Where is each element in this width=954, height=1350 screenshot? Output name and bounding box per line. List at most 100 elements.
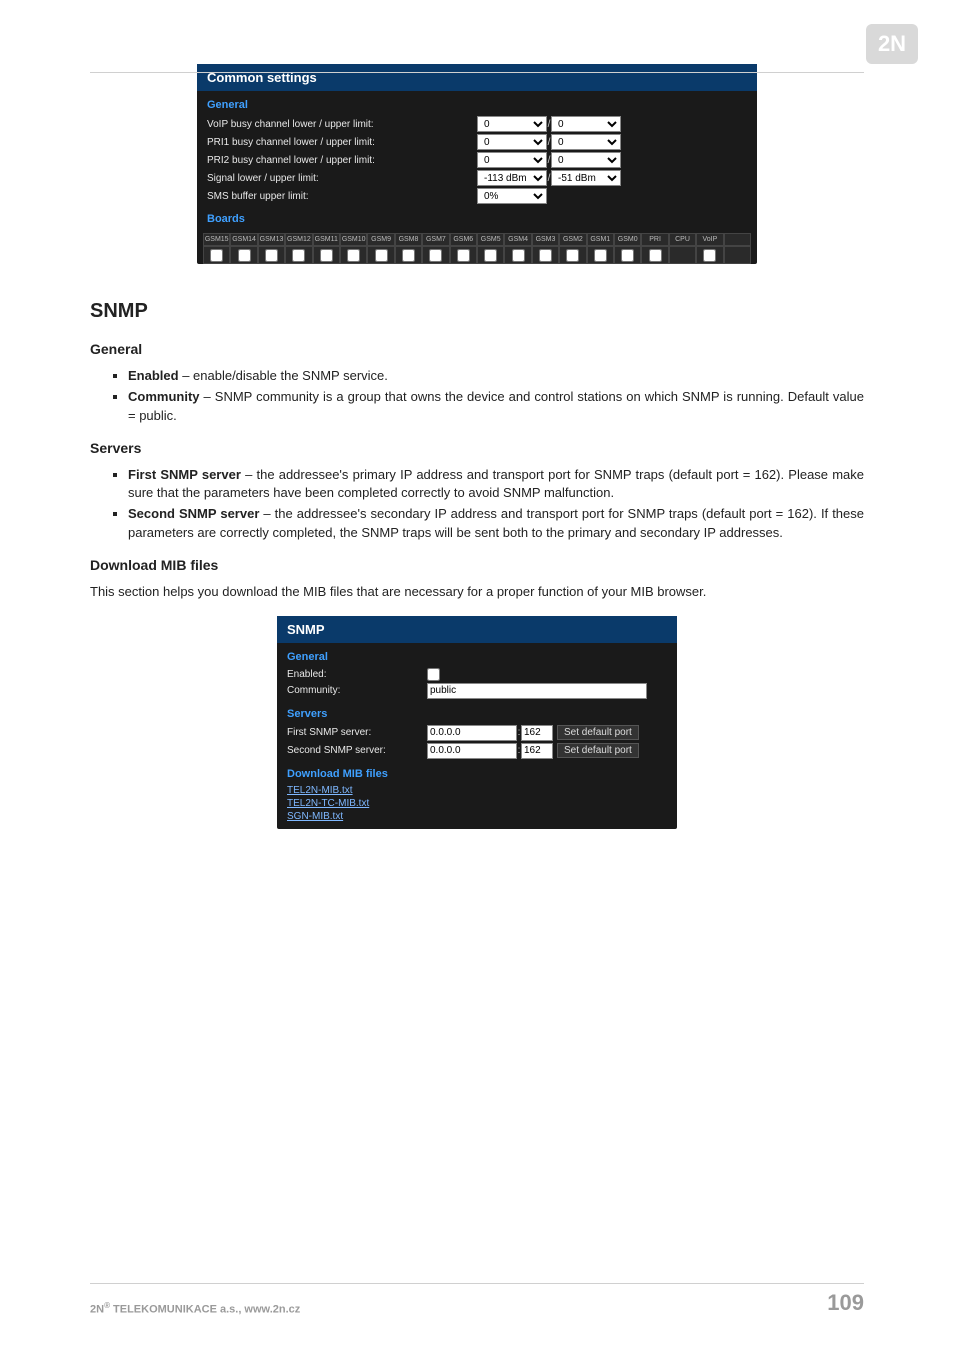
board-header: GSM1 — [587, 233, 614, 246]
snmp-panel-title: SNMP — [277, 616, 677, 643]
signal-high-select[interactable]: -51 dBm — [551, 170, 621, 186]
board-header: GSM6 — [450, 233, 477, 246]
voip-high-select[interactable]: 0 — [551, 116, 621, 132]
page-number: 109 — [827, 1290, 864, 1316]
board-cell — [258, 246, 285, 264]
board-checkbox[interactable] — [347, 249, 360, 262]
board-checkbox[interactable] — [512, 249, 525, 262]
row-pri1: PRI1 busy channel lower / upper limit: 0… — [197, 133, 757, 151]
pri1-label: PRI1 busy channel lower / upper limit: — [207, 137, 477, 148]
board-checkbox[interactable] — [539, 249, 552, 262]
board-checkbox[interactable] — [292, 249, 305, 262]
board-cell — [559, 246, 586, 264]
panel-title: Common settings — [197, 64, 757, 91]
servers-heading: Servers — [90, 440, 864, 456]
board-header: GSM3 — [532, 233, 559, 246]
board-cell — [587, 246, 614, 264]
servers-list: First SNMP server – the addressee's prim… — [90, 466, 864, 543]
board-header: GSM12 — [285, 233, 312, 246]
board-checkbox[interactable] — [375, 249, 388, 262]
list-item: First SNMP server – the addressee's prim… — [128, 466, 864, 504]
board-cell — [340, 246, 367, 264]
second-server-label: Second SNMP server: — [287, 745, 427, 756]
list-item: Community – SNMP community is a group th… — [128, 388, 864, 426]
snmp-section-servers: Servers — [277, 700, 677, 724]
board-cell — [367, 246, 394, 264]
board-cell — [504, 246, 531, 264]
board-cell — [313, 246, 340, 264]
list-item-term: Second SNMP server — [128, 506, 259, 521]
pri1-low-select[interactable]: 0 — [477, 134, 547, 150]
pri1-high-select[interactable]: 0 — [551, 134, 621, 150]
board-header: GSM10 — [340, 233, 367, 246]
second-set-default-port-button[interactable]: Set default port — [557, 743, 639, 758]
board-cell — [450, 246, 477, 264]
row-signal: Signal lower / upper limit: -113 dBm / -… — [197, 169, 757, 187]
board-checkbox[interactable] — [402, 249, 415, 262]
first-set-default-port-button[interactable]: Set default port — [557, 725, 639, 740]
second-server-ip-input[interactable] — [427, 743, 517, 759]
board-cell — [477, 246, 504, 264]
board-cell — [669, 246, 696, 264]
board-cell — [230, 246, 257, 264]
board-checkbox[interactable] — [320, 249, 333, 262]
snmp-enabled-label: Enabled: — [287, 669, 427, 680]
snmp-row-first: First SNMP server: : Set default port — [277, 724, 677, 742]
second-server-port-input[interactable] — [521, 743, 553, 759]
pri2-high-select[interactable]: 0 — [551, 152, 621, 168]
board-header: GSM0 — [614, 233, 641, 246]
board-header: GSM11 — [313, 233, 340, 246]
board-header: GSM9 — [367, 233, 394, 246]
pri2-low-select[interactable]: 0 — [477, 152, 547, 168]
row-sms: SMS buffer upper limit: 0% — [197, 187, 757, 205]
sms-select[interactable]: 0% — [477, 188, 547, 204]
board-checkbox[interactable] — [703, 249, 716, 262]
board-header: GSM13 — [258, 233, 285, 246]
footer-brand: 2N — [90, 1304, 104, 1316]
section-boards-label: Boards — [197, 205, 757, 229]
board-checkbox[interactable] — [238, 249, 251, 262]
snmp-community-label: Community: — [287, 685, 427, 696]
mib-file-link[interactable]: SGN-MIB.txt — [277, 810, 677, 823]
download-mib-heading: Download MIB files — [90, 557, 864, 573]
board-checkbox[interactable] — [621, 249, 634, 262]
board-checkbox[interactable] — [594, 249, 607, 262]
mib-file-link[interactable]: TEL2N-TC-MIB.txt — [277, 797, 677, 810]
row-pri2: PRI2 busy channel lower / upper limit: 0… — [197, 151, 757, 169]
list-item-term: Community — [128, 389, 200, 404]
board-checkbox[interactable] — [429, 249, 442, 262]
snmp-enabled-checkbox[interactable] — [427, 668, 440, 681]
list-item: Enabled – enable/disable the SNMP servic… — [128, 367, 864, 386]
board-header: GSM7 — [422, 233, 449, 246]
sms-label: SMS buffer upper limit: — [207, 191, 477, 202]
voip-low-select[interactable]: 0 — [477, 116, 547, 132]
board-header: GSM8 — [395, 233, 422, 246]
page-footer: 2N® TELEKOMUNIKACE a.s., www.2n.cz 109 — [90, 1283, 864, 1316]
first-server-ip-input[interactable] — [427, 725, 517, 741]
board-cell — [614, 246, 641, 264]
snmp-row-enabled: Enabled: — [277, 667, 677, 682]
board-checkbox[interactable] — [484, 249, 497, 262]
snmp-section-mib: Download MIB files — [277, 760, 677, 784]
board-checkbox[interactable] — [457, 249, 470, 262]
list-item-term: Enabled — [128, 368, 179, 383]
general-heading: General — [90, 341, 864, 357]
board-cell — [724, 246, 751, 264]
boards-grid: GSM15GSM14GSM13GSM12GSM11GSM10GSM9GSM8GS… — [203, 233, 751, 264]
first-server-port-input[interactable] — [521, 725, 553, 741]
board-header: GSM14 — [230, 233, 257, 246]
common-settings-panel: Common settings General VoIP busy channe… — [197, 64, 757, 264]
snmp-row-second: Second SNMP server: : Set default port — [277, 742, 677, 760]
board-checkbox[interactable] — [265, 249, 278, 262]
board-checkbox[interactable] — [566, 249, 579, 262]
board-checkbox[interactable] — [210, 249, 223, 262]
board-header: GSM4 — [504, 233, 531, 246]
snmp-community-input[interactable] — [427, 683, 647, 699]
signal-low-select[interactable]: -113 dBm — [477, 170, 547, 186]
board-checkbox[interactable] — [649, 249, 662, 262]
mib-file-link[interactable]: TEL2N-MIB.txt — [277, 784, 677, 797]
board-header: GSM15 — [203, 233, 230, 246]
snmp-section-general: General — [277, 643, 677, 667]
board-cell — [203, 246, 230, 264]
board-header: PRI — [641, 233, 668, 246]
